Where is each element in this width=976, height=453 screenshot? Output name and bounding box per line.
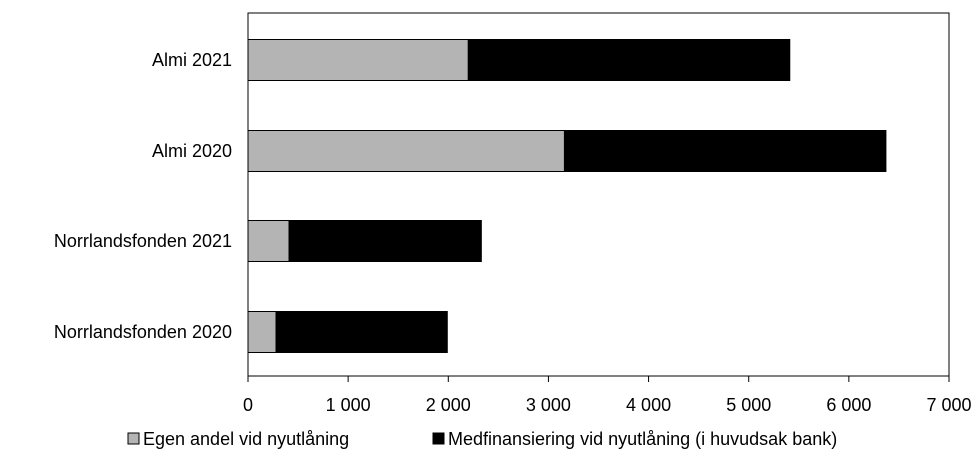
bar-segment-medfinansiering-1: [563, 130, 887, 172]
legend-swatch: [127, 432, 140, 445]
x-tick-label: 2 000: [426, 395, 471, 415]
legend-swatch: [432, 432, 445, 445]
x-tick-label: 5 000: [726, 395, 771, 415]
legend-item-medfinansiering: Medfinansiering vid nyutlåning (i huvuds…: [432, 429, 837, 449]
x-tick-label: 4 000: [626, 395, 671, 415]
category-label: Almi 2021: [152, 50, 232, 70]
bar-segment-egen-andel-1: [247, 130, 565, 172]
x-tick-label: 6 000: [826, 395, 871, 415]
x-tick-label: 7 000: [926, 395, 971, 415]
legend-item-egen-andel: Egen andel vid nyutlåning: [127, 429, 349, 449]
x-tick-label: 1 000: [326, 395, 371, 415]
bar-segment-egen-andel-2: [247, 220, 290, 262]
category-label: Norrlandsfonden 2020: [54, 322, 232, 342]
x-tick-label: 0: [243, 395, 253, 415]
category-label: Norrlandsfonden 2021: [54, 231, 232, 251]
plot-area-frame: [247, 12, 950, 377]
category-label: Almi 2020: [152, 141, 232, 161]
bar-segment-medfinansiering-2: [288, 220, 482, 262]
bar-segment-egen-andel-3: [247, 311, 277, 353]
x-tick-label: 3 000: [526, 395, 571, 415]
legend-label: Medfinansiering vid nyutlåning (i huvuds…: [448, 429, 837, 449]
legend-label: Egen andel vid nyutlåning: [143, 429, 349, 449]
bar-segment-medfinansiering-0: [467, 39, 791, 81]
bar-segment-medfinansiering-3: [275, 311, 448, 353]
bar-segment-egen-andel-0: [247, 39, 469, 81]
